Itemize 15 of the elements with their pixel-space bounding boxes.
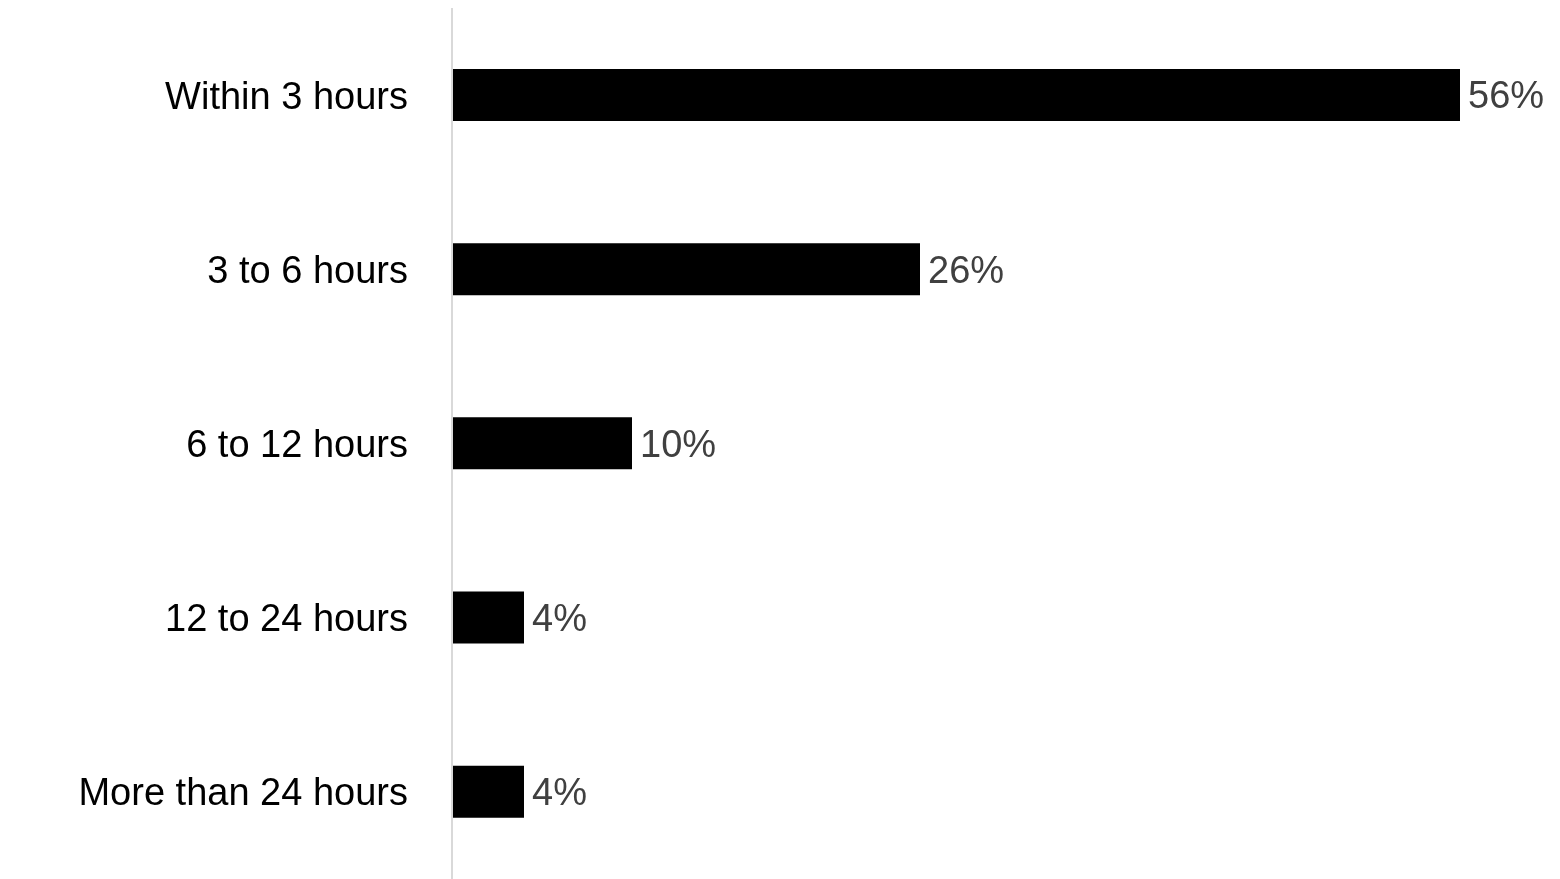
bar — [452, 591, 524, 644]
y-tick-label: 12 to 24 hours — [165, 597, 408, 640]
data-label: 10% — [640, 422, 717, 465]
data-label: 4% — [532, 771, 587, 814]
data-label: 56% — [1468, 74, 1545, 117]
data-label: 26% — [928, 248, 1005, 291]
data-label: 4% — [532, 597, 587, 640]
bar — [452, 68, 1460, 121]
bar — [452, 417, 632, 470]
bar — [452, 765, 524, 818]
y-tick-label: 3 to 6 hours — [207, 248, 408, 291]
y-tick-label: More than 24 hours — [78, 771, 408, 814]
y-tick-label: 6 to 12 hours — [186, 422, 408, 465]
y-tick-label: Within 3 hours — [165, 74, 408, 117]
bar — [452, 243, 920, 296]
